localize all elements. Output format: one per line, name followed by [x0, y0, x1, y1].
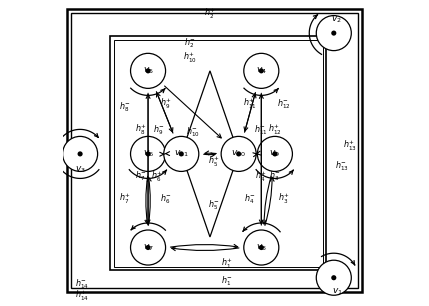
Text: $h_{14}^{-}$: $h_{14}^{-}$: [75, 277, 89, 290]
Text: $h_{6}^{+}$: $h_{6}^{+}$: [151, 170, 163, 184]
Text: $v_{2}$: $v_{2}$: [331, 14, 341, 25]
Text: $v_{8}$: $v_{8}$: [256, 242, 267, 253]
Text: $h_{4}^{+}$: $h_{4}^{+}$: [255, 170, 267, 184]
Circle shape: [179, 151, 184, 156]
Circle shape: [164, 136, 199, 171]
Circle shape: [236, 151, 241, 156]
Circle shape: [316, 16, 351, 50]
Text: $v_{11}$: $v_{11}$: [174, 149, 189, 159]
Circle shape: [130, 53, 166, 88]
Circle shape: [257, 136, 293, 171]
Text: $h_{7}^{+}$: $h_{7}^{+}$: [119, 192, 131, 206]
Circle shape: [316, 260, 351, 295]
Text: $h_{1}^{-}$: $h_{1}^{-}$: [221, 275, 233, 289]
Text: $v_{7}$: $v_{7}$: [143, 242, 154, 253]
Text: $h_{8}^{+}$: $h_{8}^{+}$: [135, 123, 147, 137]
Circle shape: [259, 68, 264, 73]
Circle shape: [130, 230, 166, 265]
Text: $v_{9}$: $v_{9}$: [269, 149, 281, 159]
Text: $h_{10}^{+}$: $h_{10}^{+}$: [184, 51, 197, 65]
Text: $h_{11}^{+}$: $h_{11}^{+}$: [243, 97, 257, 111]
Circle shape: [130, 136, 166, 171]
Text: $h_{7}^{-}$: $h_{7}^{-}$: [135, 170, 146, 183]
Text: $h_{4}^{-}$: $h_{4}^{-}$: [244, 192, 256, 206]
Text: $h_{9}^{-}$: $h_{9}^{-}$: [153, 124, 165, 137]
Text: $h_{3}^{-}$: $h_{3}^{-}$: [269, 170, 281, 183]
Text: $h_{9}^{+}$: $h_{9}^{+}$: [160, 97, 172, 111]
Text: $h_{5}^{+}$: $h_{5}^{+}$: [208, 155, 220, 169]
Circle shape: [272, 151, 278, 156]
Text: $h_{10}^{-}$: $h_{10}^{-}$: [187, 125, 200, 139]
Text: $v_{1}$: $v_{1}$: [332, 286, 343, 297]
Text: $h_{14}^{+}$: $h_{14}^{+}$: [75, 289, 89, 303]
Text: $v_{3}$: $v_{3}$: [75, 164, 85, 175]
Circle shape: [244, 230, 279, 265]
Circle shape: [63, 136, 98, 171]
Text: $v_{6}$: $v_{6}$: [142, 149, 154, 159]
Text: $h_{1}^{+}$: $h_{1}^{+}$: [221, 256, 233, 271]
Circle shape: [244, 53, 279, 88]
Text: $h_{5}^{-}$: $h_{5}^{-}$: [208, 199, 220, 212]
Text: $h_{6}^{-}$: $h_{6}^{-}$: [160, 192, 172, 206]
Text: $v_{5}$: $v_{5}$: [143, 65, 154, 76]
Text: $h_{11}^{-}$: $h_{11}^{-}$: [254, 124, 268, 137]
Text: $v_{4}$: $v_{4}$: [256, 65, 267, 76]
Circle shape: [259, 245, 264, 250]
Circle shape: [78, 151, 83, 156]
Text: $v_{10}$: $v_{10}$: [231, 149, 246, 159]
Circle shape: [145, 151, 151, 156]
Circle shape: [331, 275, 336, 280]
Text: $h_{13}^{+}$: $h_{13}^{+}$: [343, 139, 356, 153]
Text: $h_{2}^{-}$: $h_{2}^{-}$: [184, 36, 196, 50]
Text: $h_{13}^{-}$: $h_{13}^{-}$: [335, 159, 349, 173]
Text: $h_{12}^{+}$: $h_{12}^{+}$: [268, 123, 282, 137]
Text: $h_{2}^{+}$: $h_{2}^{+}$: [204, 6, 216, 21]
Circle shape: [145, 245, 151, 250]
Text: $h_{3}^{+}$: $h_{3}^{+}$: [278, 192, 290, 206]
Text: $h_{12}^{-}$: $h_{12}^{-}$: [277, 97, 290, 111]
Text: $h_{8}^{-}$: $h_{8}^{-}$: [119, 101, 131, 114]
Circle shape: [331, 31, 336, 36]
Circle shape: [221, 136, 256, 171]
Circle shape: [145, 68, 151, 73]
